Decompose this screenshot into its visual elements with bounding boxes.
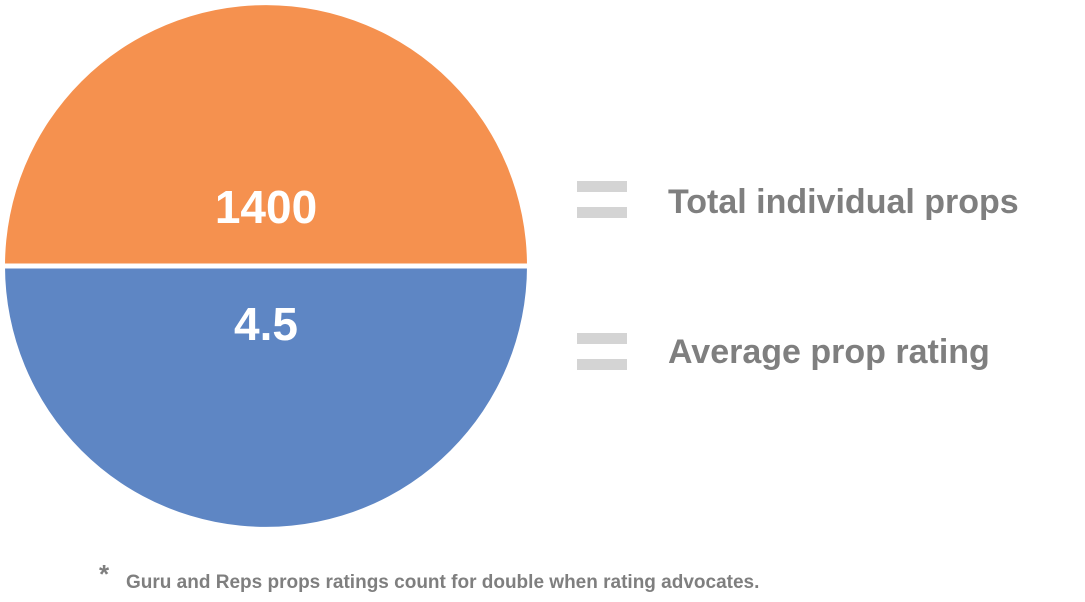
equals-bar <box>577 207 627 218</box>
label: Average prop rating <box>668 333 990 371</box>
bottom-half <box>5 266 527 527</box>
equals-signs <box>577 181 627 370</box>
footnote-text: Guru and Reps props ratings count for do… <box>126 572 759 593</box>
value: 1400 <box>215 181 317 233</box>
top-half <box>5 5 527 267</box>
value: 4.5 <box>234 298 298 350</box>
equals-bar <box>577 181 627 192</box>
footnote-marker: * <box>99 559 110 589</box>
label: Total individual props <box>668 183 1019 221</box>
equals-bar <box>577 359 627 370</box>
equals-bar <box>577 333 627 344</box>
